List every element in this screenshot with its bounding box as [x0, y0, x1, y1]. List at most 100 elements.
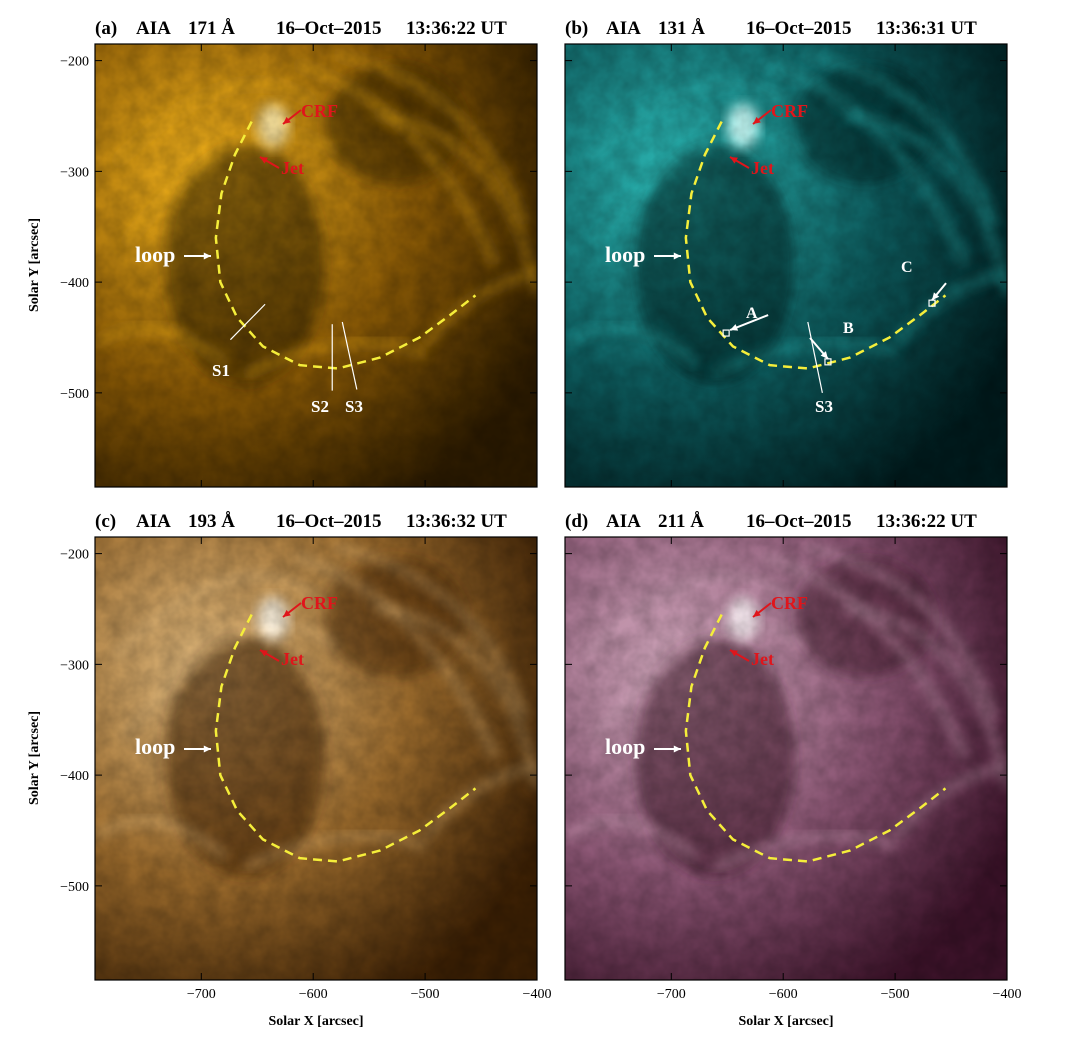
- y-tick-label: −200: [60, 548, 89, 563]
- axes: [564, 43, 1008, 488]
- crf-arrow-head: [753, 116, 761, 124]
- image-texture: [565, 44, 1007, 487]
- x-tick-label: −500: [881, 987, 910, 1002]
- solar-image: [565, 537, 1007, 980]
- crf-label: CRF: [301, 101, 338, 121]
- jet-arrow-head: [260, 157, 268, 164]
- image-texture: [95, 537, 537, 980]
- dashed-loop-trace: [684, 613, 947, 863]
- loop-arrow-head: [203, 252, 211, 260]
- panel-wavelength: 171 Å: [188, 18, 235, 39]
- point-a-label: A: [746, 305, 758, 322]
- point-c-arrow-head: [932, 292, 940, 301]
- crf-arrow-head: [283, 116, 291, 124]
- loop-arrow-head: [673, 252, 681, 260]
- panel-instrument: AIA: [606, 511, 641, 532]
- jet-label: Jet: [751, 158, 774, 178]
- y-tick-label: −400: [60, 769, 89, 784]
- panel-date: 16–Oct–2015: [276, 511, 382, 532]
- solar-image: [565, 44, 1007, 487]
- y-tick-label: −400: [60, 276, 89, 291]
- x-axis-label-right: Solar X [arcsec]: [738, 1014, 833, 1029]
- image-texture: [565, 537, 1007, 980]
- loop-arrow-head: [673, 745, 681, 753]
- panel-a: (a) AIA 171 Å 16–Oct–2015 13:36:22 UT CR…: [60, 18, 538, 488]
- overlay-annotations: [654, 602, 947, 863]
- jet-label: Jet: [281, 649, 304, 669]
- panel-tag: (c): [95, 511, 116, 532]
- dashed-loop-trace: [684, 120, 947, 370]
- panel-wavelength: 193 Å: [188, 511, 235, 532]
- y-tick-label: −300: [60, 658, 89, 673]
- panel-time: 13:36:22 UT: [876, 511, 977, 532]
- crf-label: CRF: [771, 101, 808, 121]
- y-tick-label: −300: [60, 165, 89, 180]
- crf-arrow-head: [753, 609, 761, 617]
- panel-wavelength: 211 Å: [658, 511, 704, 532]
- jet-arrow-head: [730, 650, 738, 657]
- panel-time: 13:36:22 UT: [406, 18, 507, 39]
- jet-label: Jet: [751, 649, 774, 669]
- solar-image: [95, 44, 537, 487]
- slit-s3-label: S3: [815, 397, 833, 416]
- panel-b: (b) AIA 131 Å 16–Oct–2015 13:36:31 UT CR…: [564, 18, 1008, 488]
- overlay-annotations: [654, 109, 947, 393]
- slit-s3: [341, 321, 358, 390]
- loop-label: loop: [605, 242, 645, 267]
- loop-label: loop: [135, 734, 175, 759]
- loop-arrow-head: [203, 745, 211, 753]
- point-a-arrow-head: [730, 324, 739, 331]
- x-tick-label: −400: [523, 987, 552, 1002]
- point-a-marker: [722, 329, 730, 337]
- x-tick-label: −600: [769, 987, 798, 1002]
- y-axis-label-top: Solar Y [arcsec]: [27, 218, 42, 312]
- x-tick-label: −600: [299, 987, 328, 1002]
- x-axis-label-left: Solar X [arcsec]: [268, 1014, 363, 1029]
- panel-date: 16–Oct–2015: [746, 18, 852, 39]
- panel-instrument: AIA: [136, 18, 171, 39]
- axes: −700 −600 −500 −400 −200 −300 −400 −500: [60, 536, 552, 1002]
- jet-arrow-head: [260, 650, 268, 657]
- loop-label: loop: [135, 242, 175, 267]
- x-tick-label: −700: [187, 987, 216, 1002]
- plot-frame: [94, 43, 538, 488]
- slit-s1-label: S1: [212, 361, 230, 380]
- image-texture: [95, 44, 537, 487]
- panel-date: 16–Oct–2015: [746, 511, 852, 532]
- slit-s3: [807, 321, 823, 393]
- crf-label: CRF: [771, 593, 808, 613]
- panel-instrument: AIA: [136, 511, 171, 532]
- plot-frame: [94, 536, 538, 981]
- y-tick-label: −500: [60, 880, 89, 895]
- panel-time: 13:36:32 UT: [406, 511, 507, 532]
- panel-wavelength: 131 Å: [658, 18, 705, 39]
- point-c-label: C: [901, 259, 913, 276]
- point-b-arrow-head: [820, 351, 828, 359]
- slit-s2-label: S2: [311, 397, 329, 416]
- panel-d: (d) AIA 211 Å 16–Oct–2015 13:36:22 UT CR…: [564, 511, 1022, 1002]
- slit-s1: [229, 303, 266, 341]
- panel-c: (c) AIA 193 Å 16–Oct–2015 13:36:32 UT CR…: [60, 511, 551, 1002]
- jet-arrow-head: [730, 157, 738, 164]
- panel-tag: (a): [95, 18, 117, 39]
- solar-image: [95, 537, 537, 980]
- slit-s3-label: S3: [345, 397, 363, 416]
- panel-tag: (d): [565, 511, 588, 532]
- overlay-annotations: [184, 109, 477, 391]
- crf-label: CRF: [301, 593, 338, 613]
- x-tick-label: −700: [657, 987, 686, 1002]
- point-b-label: B: [843, 320, 854, 337]
- plot-frame: [564, 43, 1008, 488]
- y-tick-label: −200: [60, 55, 89, 70]
- x-tick-label: −400: [993, 987, 1022, 1002]
- y-tick-label: −500: [60, 387, 89, 402]
- dashed-loop-trace: [214, 120, 477, 370]
- axes: −200 −300 −400 −500: [60, 43, 538, 488]
- loop-label: loop: [605, 734, 645, 759]
- overlay-annotations: [184, 602, 477, 863]
- crf-arrow-head: [283, 609, 291, 617]
- panel-date: 16–Oct–2015: [276, 18, 382, 39]
- panel-instrument: AIA: [606, 18, 641, 39]
- y-axis-label-bottom: Solar Y [arcsec]: [27, 711, 42, 805]
- axes: −700 −600 −500 −400: [564, 536, 1022, 1002]
